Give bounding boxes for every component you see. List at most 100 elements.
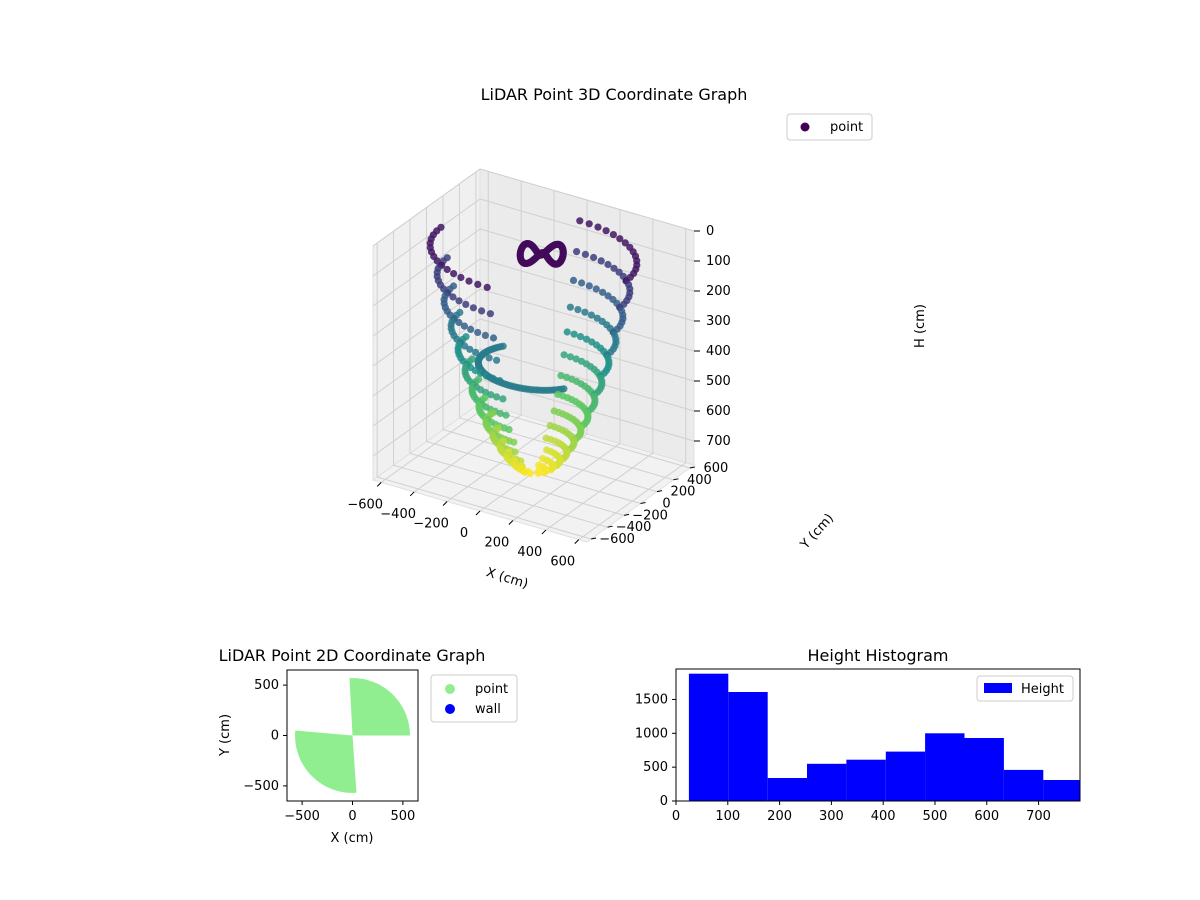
lidar-point-3d [602,227,610,235]
z-axis-ticks-3d: 0 100 200 300 400 500 600 700 [694,224,731,449]
lidar-point-3d [472,348,480,356]
lidar-point-3d [574,306,582,314]
lidar-point-3d [616,235,624,243]
lidar-point-3d [499,395,507,403]
lidar-point-3d [621,239,629,247]
histogram-x-tick-label: 600 [974,809,999,824]
lidar-point-3d [587,311,596,319]
y-tick-label-3d: 200 [671,485,696,500]
lidar-point-3d [570,330,578,338]
lidar-point-3d [581,250,590,258]
lidar-point-3d [460,322,468,330]
chart-2d-title: LiDAR Point 2D Coordinate Graph [219,646,486,665]
point-cloud-3d [426,217,641,477]
lidar-point-3d [526,469,534,477]
legend-3d-point-marker [800,122,810,132]
lidar-point-3d [485,354,493,362]
histogram-title: Height Histogram [808,646,949,665]
plot-3d: LiDAR Point 3D Coordinate Graph −600−400… [347,85,928,592]
histogram-x-tick-label: 700 [1026,809,1051,824]
z-tick-label-3d: 200 [706,284,731,299]
lidar-point-3d [474,280,482,288]
lidar-point-3d [505,425,513,434]
lidar-point-3d [560,351,568,359]
y-tick-label-2d: 0 [271,729,279,744]
x-tick-label-3d: 200 [485,536,510,551]
lidar-point-3d [582,335,591,343]
legend-2d: point wall [430,674,518,723]
z-tick-label-3d: 100 [706,254,731,269]
histogram-bar [1043,780,1080,801]
x-tick-label-2d: −500 [284,809,320,824]
lidar-point-3d [474,328,482,337]
legend-2d-point-marker [445,684,455,694]
legend-3d: point [786,113,873,141]
lidar-point-3d [467,325,475,333]
lidar-point-3d [493,356,501,364]
lidar-point-3d [590,253,598,262]
lidar-point-3d [599,288,607,296]
histogram-bars [688,673,1080,801]
lidar-point-3d [541,386,550,394]
x-axis-label-2d: X (cm) [331,831,374,846]
histogram-x-tick-label: 300 [819,809,844,824]
histogram-bar [885,751,926,801]
lidar-point-3d [487,391,495,399]
lidar-point-3d [466,345,474,353]
y-tick-label-2d: −500 [243,779,279,794]
x-tick-label-3d: 600 [550,555,575,570]
y-tick-label-3d: −200 [632,508,668,523]
lidar-point-3d [465,277,473,285]
x-tick-label-3d: −200 [413,516,449,531]
point-area-2d [295,678,410,793]
z-axis-label-3d: H (cm) [913,304,928,348]
lidar-point-3d [455,318,463,327]
axes-2d-ticks: −500 0 500 500 0 −500 [243,678,415,824]
lidar-point-3d [610,264,618,272]
histogram-legend-label: Height [1021,682,1064,697]
histogram-ticks: 0 100 200 300 400 500 600 700 0 500 1000 1500 [635,692,1051,824]
histogram-bar [1003,769,1044,801]
lidar-point-3d [457,273,465,282]
lidar-point-3d [461,342,469,350]
x-tick-label-2d: 500 [390,809,415,824]
lidar-point-3d [471,366,479,375]
histogram-x-tick-label: 100 [715,809,740,824]
plot-2d: LiDAR Point 2D Coordinate Graph −500 0 500… [218,646,518,846]
lidar-point-3d [481,331,489,339]
lidar-point-3d [541,468,549,477]
lidar-point-3d [578,279,586,287]
lidar-point-3d [483,283,491,291]
x-tick-label-3d: 400 [517,545,542,560]
lidar-point-3d [478,307,486,315]
histogram-x-tick-label: 200 [767,809,792,824]
histogram-legend-swatch [984,683,1012,693]
x-tick-label-2d: 0 [348,809,356,824]
histogram: Height Histogram 0 100 200 300 400 500 600 7000… [635,646,1081,824]
histogram-bar [807,763,847,801]
lidar-point-3d [557,372,565,380]
lidar-point-3d [563,328,571,336]
y-tick-label-3d: 600 [703,461,728,476]
histogram-x-tick-label: 0 [672,809,680,824]
x-tick-label-3d: −600 [347,497,383,512]
y-tick-label-3d: −600 [599,532,635,547]
lidar-point-3d [585,220,593,228]
lidar-point-3d [496,409,504,417]
lidar-point-3d [566,353,575,361]
z-tick-label-3d: 500 [706,374,731,389]
histogram-x-tick-label: 500 [923,809,948,824]
lidar-point-3d [552,260,560,268]
lidar-point-3d [502,411,510,419]
lidar-point-3d [576,333,585,341]
x-axis-ticks-3d: −600−400−200 0 200 400 600 [347,482,580,570]
histogram-y-tick-label: 500 [643,760,668,775]
histogram-legend: Height [976,675,1074,702]
lidar-point-3d [573,248,581,256]
lidar-point-3d [609,231,618,239]
point-sector-2d [295,678,410,793]
chart-3d-title: LiDAR Point 3D Coordinate Graph [481,85,748,104]
lidar-point-3d [462,300,470,308]
